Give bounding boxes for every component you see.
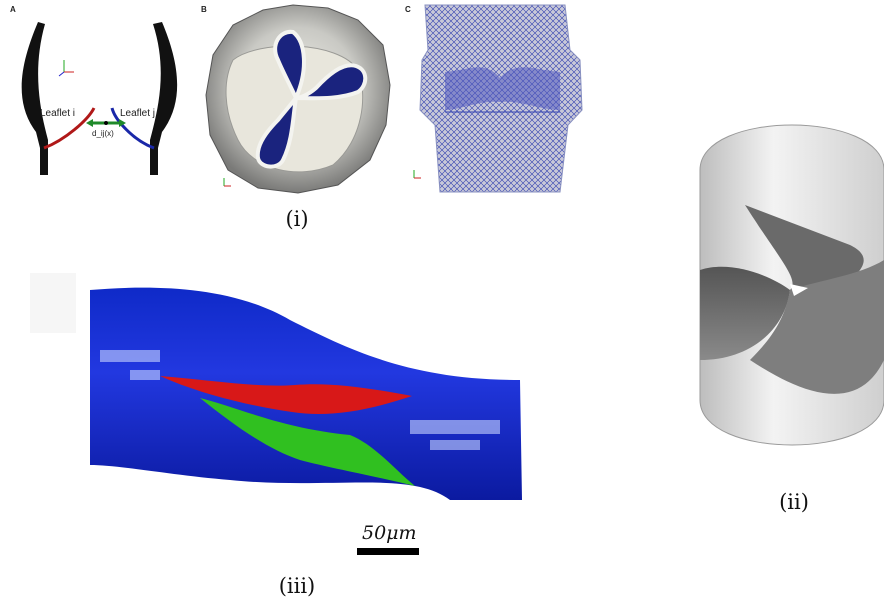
valve-orifice [255,29,368,169]
panel-a: A Leaflet i Leaflet j d_ij(x) [0,0,200,190]
axes-icon [58,60,74,77]
left-vessel-wall [21,22,48,175]
leaflet-i-label: Leaflet i [40,108,76,119]
distance-label: d_ij(x) [92,129,114,138]
placeholder-box [30,273,76,333]
caption-i: (i) [285,207,309,231]
red-cell [160,376,412,415]
leaflet-i [43,107,96,150]
caption-ii: (ii) [779,490,809,514]
leaflet-right [750,260,884,394]
leaflet-j-label: Leaflet j [120,108,156,119]
scale-bar [357,548,419,555]
axes-icon [223,178,231,187]
green-cell [200,398,415,486]
panel-c: C [400,0,600,195]
leaflet-left [700,266,790,360]
axes-icon [413,170,421,179]
panel-iii [30,270,530,510]
panel-ii [690,110,884,455]
leaflet-j [110,107,155,150]
leaflet-schematic [21,22,178,175]
scale-bar-label: 50μm [362,522,417,544]
mesh-leaflets [445,67,560,110]
valve-mesh-view [413,4,583,193]
caption-iii: (iii) [278,574,316,598]
cylinder-valve [699,124,884,446]
right-vessel-wall [150,22,178,175]
valve-top-view [205,4,391,194]
panel-a-letter: A [10,5,16,14]
vessel-highlights [100,350,500,450]
panel-c-letter: C [405,5,411,14]
panel-b: B [198,0,398,200]
leaflet-back [745,205,864,290]
vessel-render [90,287,522,500]
panel-b-letter: B [201,5,207,14]
